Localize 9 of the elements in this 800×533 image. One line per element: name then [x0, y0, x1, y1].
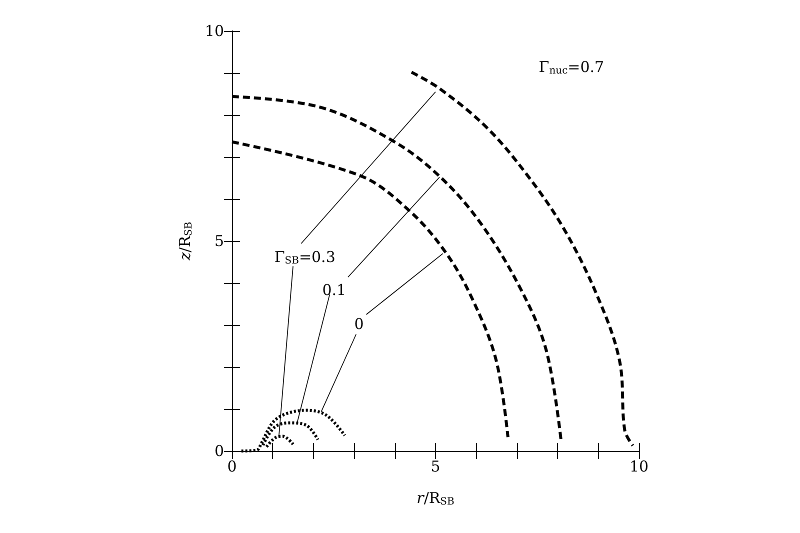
x-tick-label: 0 [227, 458, 237, 476]
y-tick-label: 10 [204, 22, 224, 40]
x-tick-label: 5 [430, 458, 440, 476]
y-tick-label: 0 [214, 442, 224, 460]
y-axis-title: z/RSB [176, 222, 195, 262]
x-tick-label: 10 [629, 458, 649, 476]
annotation: 0 [354, 315, 364, 334]
y-tick-label: 5 [214, 232, 224, 250]
annotation: 0.1 [322, 281, 346, 300]
